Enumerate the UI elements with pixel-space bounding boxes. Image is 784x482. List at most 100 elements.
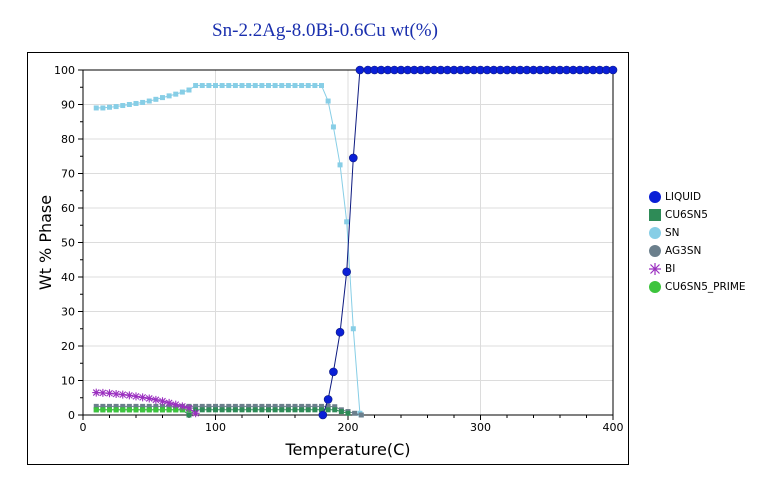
data-point-sn: [219, 83, 225, 89]
data-point-sn: [252, 83, 258, 89]
data-point-sn: [279, 83, 285, 89]
legend-symbol-cu6sn5-prime: [649, 281, 661, 293]
y-tick-label: 20: [61, 340, 75, 353]
legend-marker-ag3sn: [649, 245, 661, 257]
legend: LIQUID CU6SN5 SN AG3SN BI CU6SN5_PRIME: [648, 188, 746, 296]
data-point-bi: [125, 391, 134, 400]
data-point-ag3sn: [272, 403, 278, 409]
data-point-sn: [113, 104, 119, 110]
series-liquid: [318, 65, 618, 420]
data-point-bi: [132, 392, 140, 401]
series-sn: [93, 83, 364, 418]
data-point-cu6sn5-prime: [173, 407, 179, 413]
data-point-ag3sn: [193, 403, 199, 409]
data-point-cu6sn5: [266, 407, 271, 413]
data-point-ag3sn: [133, 403, 139, 409]
data-point-cu6sn5-prime: [140, 407, 146, 413]
data-point-cu6sn5-prime: [120, 407, 126, 413]
data-point-sn: [344, 219, 350, 225]
data-point-cu6sn5: [319, 407, 324, 413]
data-point-sn: [246, 83, 252, 89]
data-point-liquid: [323, 395, 333, 404]
data-point-sn: [272, 83, 278, 89]
legend-marker-liquid: [649, 191, 661, 203]
data-point-sn: [299, 83, 305, 89]
data-point-cu6sn5: [206, 407, 212, 413]
data-point-cu6sn5: [299, 407, 305, 413]
data-point-bi: [145, 394, 154, 403]
data-point-cu6sn5: [345, 410, 351, 416]
data-point-ag3sn: [226, 403, 232, 409]
data-point-ag3sn: [206, 403, 212, 409]
x-tick-label: 100: [205, 421, 226, 434]
legend-item-bi: BI: [648, 260, 746, 278]
data-point-sn: [337, 162, 343, 168]
data-point-ag3sn: [246, 403, 252, 409]
x-tick-label: 300: [470, 421, 491, 434]
legend-item-sn: SN: [648, 224, 746, 242]
data-point-sn: [213, 83, 218, 89]
y-tick-label: 90: [61, 99, 75, 112]
y-tick-label: 30: [61, 306, 75, 319]
data-point-cu6sn5: [292, 407, 298, 413]
data-point-ag3sn: [140, 403, 146, 409]
data-point-ag3sn: [213, 403, 218, 409]
data-point-cu6sn5: [239, 407, 245, 413]
data-point-sn: [199, 83, 205, 89]
series-cu6sn5-prime: [93, 407, 192, 413]
data-point-sn: [179, 89, 185, 95]
data-point-ag3sn: [325, 403, 331, 409]
data-point-ag3sn: [93, 403, 99, 409]
data-point-sn: [319, 83, 324, 89]
x-axis-label: Temperature(C): [284, 440, 410, 459]
data-point-cu6sn5-prime: [133, 407, 139, 413]
legend-symbol-ag3sn: [649, 245, 661, 257]
data-point-ag3sn: [332, 404, 338, 410]
data-point-sn: [120, 103, 126, 109]
data-point-bi: [171, 400, 180, 409]
data-point-cu6sn5-prime: [93, 407, 99, 413]
legend-marker-cu6sn5-prime: [649, 281, 661, 293]
legend-item-ag3sn: AG3SN: [648, 242, 746, 260]
data-point-ag3sn: [146, 403, 152, 409]
data-point-cu6sn5: [312, 407, 318, 413]
data-point-cu6sn5: [279, 407, 285, 413]
data-point-cu6sn5-prime: [153, 407, 159, 413]
series-cu6sn5: [93, 407, 351, 418]
data-point-ag3sn: [252, 403, 258, 409]
data-point-cu6sn5: [246, 407, 252, 413]
legend-symbol-sn: [649, 227, 661, 239]
chart-title: Sn-2.2Ag-8.0Bi-0.6Cu wt(%): [212, 20, 438, 41]
data-point-sn: [325, 98, 331, 104]
data-point-ag3sn: [259, 403, 265, 409]
data-point-sn: [133, 100, 139, 106]
data-point-ag3sn: [292, 403, 298, 409]
data-point-ag3sn: [232, 403, 238, 409]
data-point-sn: [126, 102, 132, 107]
data-point-cu6sn5: [305, 407, 311, 413]
data-point-sn: [330, 124, 336, 130]
data-point-cu6sn5-prime: [100, 407, 106, 413]
data-point-ag3sn: [266, 403, 271, 409]
data-point-bi: [191, 409, 200, 418]
y-tick-label: 0: [68, 409, 75, 422]
data-point-bi: [98, 388, 107, 397]
x-tick-label: 400: [603, 421, 624, 434]
data-point-cu6sn5: [219, 407, 225, 413]
data-point-ag3sn: [153, 403, 159, 409]
data-point-bi: [151, 395, 160, 404]
legend-symbol-liquid: [649, 191, 661, 203]
data-point-cu6sn5: [259, 407, 265, 413]
legend-item-liquid: LIQUID: [648, 188, 746, 206]
legend-item-cu6sn5-prime: CU6SN5_PRIME: [648, 278, 746, 296]
data-point-cu6sn5-prime: [107, 407, 112, 413]
data-point-bi: [92, 388, 101, 397]
y-tick-label: 80: [61, 133, 75, 146]
legend-label-ag3sn: AG3SN: [665, 245, 702, 257]
data-point-cu6sn5: [285, 407, 291, 413]
data-point-bi: [105, 389, 114, 398]
data-point-sn: [312, 83, 318, 89]
data-point-cu6sn5: [232, 407, 238, 413]
data-point-ag3sn: [312, 403, 318, 409]
